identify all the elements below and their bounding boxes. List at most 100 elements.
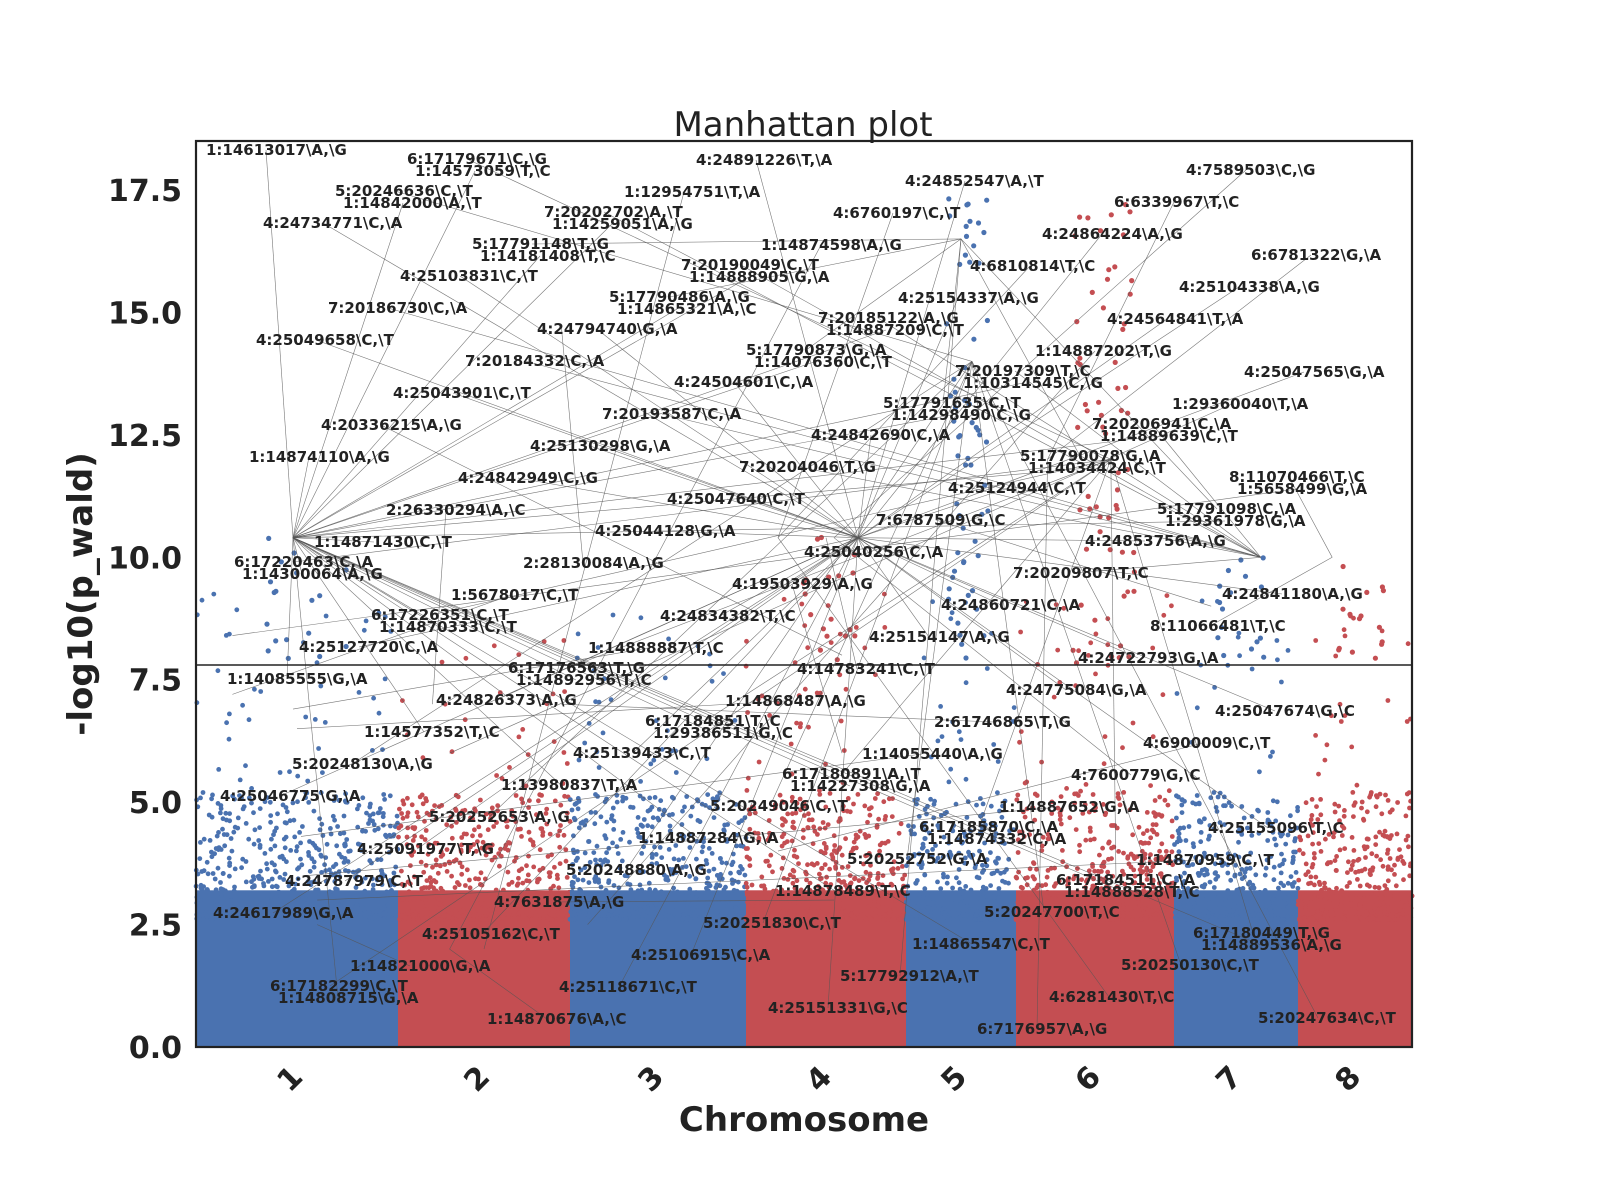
snp-point	[367, 817, 373, 823]
significant-snp-point	[1104, 276, 1111, 282]
snp-point	[1357, 893, 1363, 899]
snp-point	[1385, 851, 1390, 856]
snp-point	[405, 825, 411, 831]
snp-point	[610, 805, 616, 811]
significant-snp-point	[1108, 212, 1114, 218]
snp-point	[1210, 894, 1215, 900]
snp-point	[580, 877, 586, 883]
snp-label: 4:24794740\G,\A	[537, 320, 678, 338]
snp-point	[303, 714, 309, 720]
snp-point	[1392, 872, 1397, 877]
snp-point	[495, 808, 500, 814]
snp-point	[345, 890, 350, 896]
snp-label: 1:14870959\C,\T	[1136, 851, 1275, 869]
snp-point	[658, 915, 664, 920]
snp-point	[228, 836, 234, 841]
snp-point	[654, 898, 660, 903]
snp-point	[939, 734, 945, 739]
snp-point	[1004, 867, 1009, 872]
snp-point	[872, 796, 878, 801]
snp-point	[1322, 880, 1327, 886]
snp-point	[645, 823, 651, 829]
snp-point	[237, 777, 243, 783]
snp-label: 1:14085555\G,\A	[227, 670, 368, 688]
snp-point	[743, 880, 749, 886]
snp-point	[358, 848, 364, 853]
snp-point	[422, 837, 428, 842]
snp-point	[892, 902, 898, 908]
snp-label: 5:17790078\G,\A	[1020, 447, 1161, 465]
snp-point	[548, 886, 554, 892]
snp-point	[1279, 851, 1284, 857]
snp-point	[1225, 888, 1231, 893]
snp-point	[631, 914, 636, 920]
snp-point	[322, 862, 327, 868]
snp-point	[1034, 885, 1040, 891]
snp-point	[393, 864, 399, 870]
significant-snp-point	[1261, 654, 1267, 660]
snp-point	[463, 912, 468, 918]
snp-point	[766, 818, 772, 823]
snp-point	[220, 871, 226, 876]
snp-point	[1234, 910, 1240, 915]
snp-point	[1333, 653, 1339, 659]
snp-label: 4:24891226\T,\A	[696, 151, 833, 169]
snp-point	[944, 880, 950, 886]
snp-point	[1121, 905, 1126, 911]
snp-label: 2:61746865\T,\G	[934, 713, 1071, 731]
snp-label: 1:14577352\T,\C	[364, 723, 500, 741]
snp-point	[1280, 861, 1285, 867]
snp-label: 4:25130298\G,\A	[530, 437, 671, 455]
snp-point	[988, 850, 993, 855]
snp-point	[294, 844, 300, 850]
snp-point	[1027, 866, 1033, 872]
snp-point	[1225, 870, 1231, 876]
snp-point	[513, 793, 519, 798]
significant-snp-point	[1225, 567, 1231, 574]
significant-snp-point	[1380, 588, 1386, 594]
significant-snp-point	[1349, 649, 1355, 655]
snp-point	[1150, 902, 1156, 907]
significant-snp-point	[1257, 635, 1263, 641]
snp-point	[1342, 633, 1348, 639]
snp-point	[417, 794, 423, 800]
x-tick-label-chromosome-8: 8	[1329, 1060, 1369, 1100]
snp-point	[265, 898, 271, 904]
snp-point	[520, 913, 526, 919]
snp-point	[706, 868, 712, 874]
snp-point	[218, 810, 223, 816]
snp-label: 1:5678017\C,\T	[451, 586, 579, 604]
snp-label: 5:20246636\C,\T	[335, 182, 474, 200]
snp-label: 4:24860721\C,\A	[941, 596, 1081, 614]
snp-point	[812, 889, 818, 895]
snp-point	[371, 695, 376, 701]
snp-point	[820, 820, 826, 825]
snp-point	[215, 668, 221, 674]
snp-point	[433, 816, 439, 822]
snp-point	[247, 900, 253, 906]
snp-label: 4:7600779\G,\C	[1071, 766, 1200, 784]
snp-point	[1318, 849, 1324, 854]
snp-point	[781, 596, 787, 602]
snp-point	[1398, 892, 1404, 897]
snp-point	[936, 917, 941, 922]
snp-label: 1:14887652\G,\A	[999, 798, 1140, 816]
snp-point	[576, 825, 582, 831]
snp-point	[1270, 749, 1275, 755]
snp-point	[1303, 905, 1308, 910]
snp-point	[267, 799, 273, 805]
x-tick-label-chromosome-1: 1	[271, 1060, 311, 1100]
snp-point	[1191, 844, 1197, 850]
snp-point	[354, 869, 360, 874]
snp-point	[815, 905, 821, 910]
snp-point	[276, 889, 282, 895]
snp-point	[459, 842, 464, 848]
snp-point	[790, 819, 796, 825]
snp-point	[258, 916, 264, 922]
snp-point	[444, 847, 450, 852]
snp-point	[445, 908, 451, 914]
snp-point	[578, 913, 583, 919]
snp-point	[1333, 907, 1338, 912]
snp-point	[526, 829, 532, 835]
snp-point	[311, 859, 317, 865]
